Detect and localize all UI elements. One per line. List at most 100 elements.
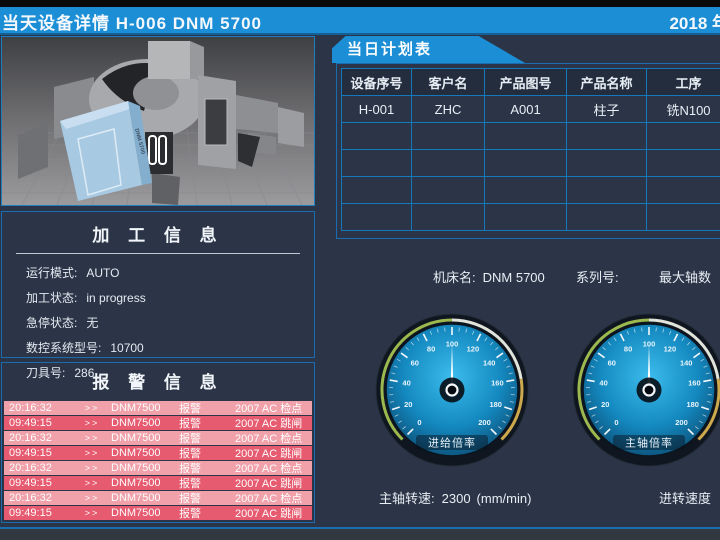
alarm-sep: >> [84, 493, 100, 503]
alarm-sep: >> [84, 418, 100, 428]
alarm-time: 09:49:15 [9, 447, 52, 459]
col-product-name: 产品名称 [566, 68, 647, 96]
plan-cell [484, 122, 567, 150]
processing-fields: 运行模式: AUTO 加工状态: in progress 急停状态: 无 数控系统型号… [2, 260, 314, 385]
processing-info-panel: 加 工 信 息 运行模式: AUTO 加工状态: in progress 急停状态:… [1, 211, 315, 380]
alarm-dev: DNM7500 [111, 447, 161, 459]
field-cnc-model: 数控系统型号: 10700 [2, 335, 314, 360]
field-value: 无 [86, 316, 99, 330]
plan-header-row: 设备序号 客户名 产品图号 产品名称 工序 [341, 68, 720, 96]
plan-row: H-001 ZHC A001 柱子 铣N100 [341, 95, 720, 123]
alarm-sep: >> [84, 463, 100, 473]
serial-number: 系列号: [576, 267, 619, 286]
alarm-type: 报警 [179, 418, 201, 430]
svg-text:160: 160 [688, 378, 701, 387]
max-axes: 最大轴数 [659, 267, 711, 286]
svg-text:40: 40 [402, 378, 410, 387]
alarm-type: 报警 [179, 433, 201, 445]
alarm-dev: DNM7500 [111, 462, 161, 474]
alarm-dev: DNM7500 [111, 507, 161, 519]
alarm-sep: >> [84, 403, 100, 413]
col-device-serial: 设备序号 [341, 68, 412, 96]
tab-daily-plan[interactable]: 当日计划表 [332, 36, 525, 63]
field-estop-state: 急停状态: 无 [2, 310, 314, 335]
alarm-type: 报警 [179, 478, 201, 490]
alarm-type: 报警 [179, 403, 201, 415]
alarm-row: 20:16:32 >> DNM7500 报警 2007 AC 检点 [4, 461, 312, 475]
svg-text:120: 120 [664, 345, 677, 354]
alarm-row: 20:16:32 >> DNM7500 报警 2007 AC 检点 [4, 401, 312, 415]
plan-cell [566, 149, 647, 177]
svg-text:140: 140 [483, 359, 496, 368]
plan-cell [566, 203, 647, 231]
alarm-sep: >> [84, 508, 100, 518]
alarm-sep: >> [84, 448, 100, 458]
field-machining-state: 加工状态: in progress [2, 285, 314, 310]
alarm-time: 20:16:32 [9, 492, 52, 504]
field-value: 10700 [110, 341, 144, 355]
max-axes-label: 最大轴数 [659, 270, 712, 285]
plan-cell [411, 203, 485, 231]
alarm-msg: 2007 AC 检点 [235, 433, 303, 445]
machine-3d-render: DNM 5700 [2, 37, 314, 205]
header-date: 2018 年 [669, 14, 720, 33]
alarm-time: 09:49:15 [9, 477, 52, 489]
alarm-info-panel: 报 警 信 息 20:16:32 >> DNM7500 报警 2007 AC 检点 09:… [1, 362, 315, 523]
spindle-speed-label: 主轴转速: [379, 491, 435, 506]
plan-cell [341, 149, 412, 177]
alarm-row: 09:49:15 >> DNM7500 报警 2007 AC 跳闸 [4, 506, 312, 520]
plan-cell [646, 203, 720, 231]
field-label: 数控系统型号: [26, 341, 102, 355]
svg-text:主轴倍率: 主轴倍率 [625, 436, 673, 450]
plan-table-body: H-001 ZHC A001 柱子 铣N100 [341, 95, 720, 231]
alarm-dev: DNM7500 [111, 417, 161, 429]
plan-row [341, 176, 720, 204]
alarm-msg: 2007 AC 跳闸 [235, 418, 303, 430]
plan-cell [341, 203, 412, 231]
daily-plan-table-panel: 设备序号 客户名 产品图号 产品名称 工序 H-001 ZHC A001 柱子 铣N10… [336, 63, 720, 239]
alarm-dev: DNM7500 [111, 492, 161, 504]
svg-text:60: 60 [411, 359, 419, 368]
svg-text:200: 200 [478, 418, 491, 427]
machine-name-label: 机床名: [433, 270, 476, 285]
alarm-list: 20:16:32 >> DNM7500 报警 2007 AC 检点 09:49:15 >> D… [2, 401, 314, 520]
alarm-type: 报警 [179, 508, 201, 520]
plan-cell [341, 122, 412, 150]
page-title: 当天设备详情 H-006 DNM 5700 [2, 14, 263, 33]
col-product-drawing: 产品图号 [484, 68, 567, 96]
alarm-type: 报警 [179, 463, 201, 475]
feed-speed: 进转速度 [659, 488, 711, 507]
divider [16, 253, 300, 254]
plan-cell [484, 149, 567, 177]
field-label: 刀具号: [26, 366, 66, 380]
plan-cell: 铣N100 [646, 95, 720, 123]
alarm-time: 09:49:15 [9, 507, 52, 519]
field-value: AUTO [86, 266, 120, 280]
bottom-strip [0, 527, 720, 540]
alarm-dev: DNM7500 [111, 432, 161, 444]
svg-text:180: 180 [686, 400, 699, 409]
field-label: 急停状态: [26, 316, 78, 330]
svg-text:120: 120 [467, 345, 480, 354]
cnc-machine: DNM 5700 [18, 41, 304, 205]
alarm-msg: 2007 AC 跳闸 [235, 508, 303, 520]
daily-plan-table: 设备序号 客户名 产品图号 产品名称 工序 H-001 ZHC A001 柱子 铣N10… [341, 68, 720, 231]
alarm-row: 09:49:15 >> DNM7500 报警 2007 AC 跳闸 [4, 446, 312, 460]
field-label: 运行模式: [26, 266, 78, 280]
alarm-msg: 2007 AC 跳闸 [235, 478, 303, 490]
alarm-row: 20:16:32 >> DNM7500 报警 2007 AC 检点 [4, 431, 312, 445]
gauge-feed-override: 020406080100120140160180200 进给倍率 [375, 313, 529, 467]
gauge-spindle-override: 020406080100120140160180200 主轴倍率 [572, 313, 720, 467]
field-run-mode: 运行模式: AUTO [2, 260, 314, 285]
spindle-speed: 主轴转速: 2300 (mm/min) [379, 488, 531, 507]
plan-cell [566, 122, 647, 150]
svg-text:180: 180 [489, 400, 502, 409]
svg-text:0: 0 [417, 418, 421, 427]
alarm-row: 09:49:15 >> DNM7500 报警 2007 AC 跳闸 [4, 416, 312, 430]
alarm-type: 报警 [179, 493, 201, 505]
alarm-dev: DNM7500 [111, 402, 161, 414]
svg-text:20: 20 [601, 400, 609, 409]
plan-cell [411, 122, 485, 150]
tab-daily-plan-label: 当日计划表 [347, 41, 433, 58]
